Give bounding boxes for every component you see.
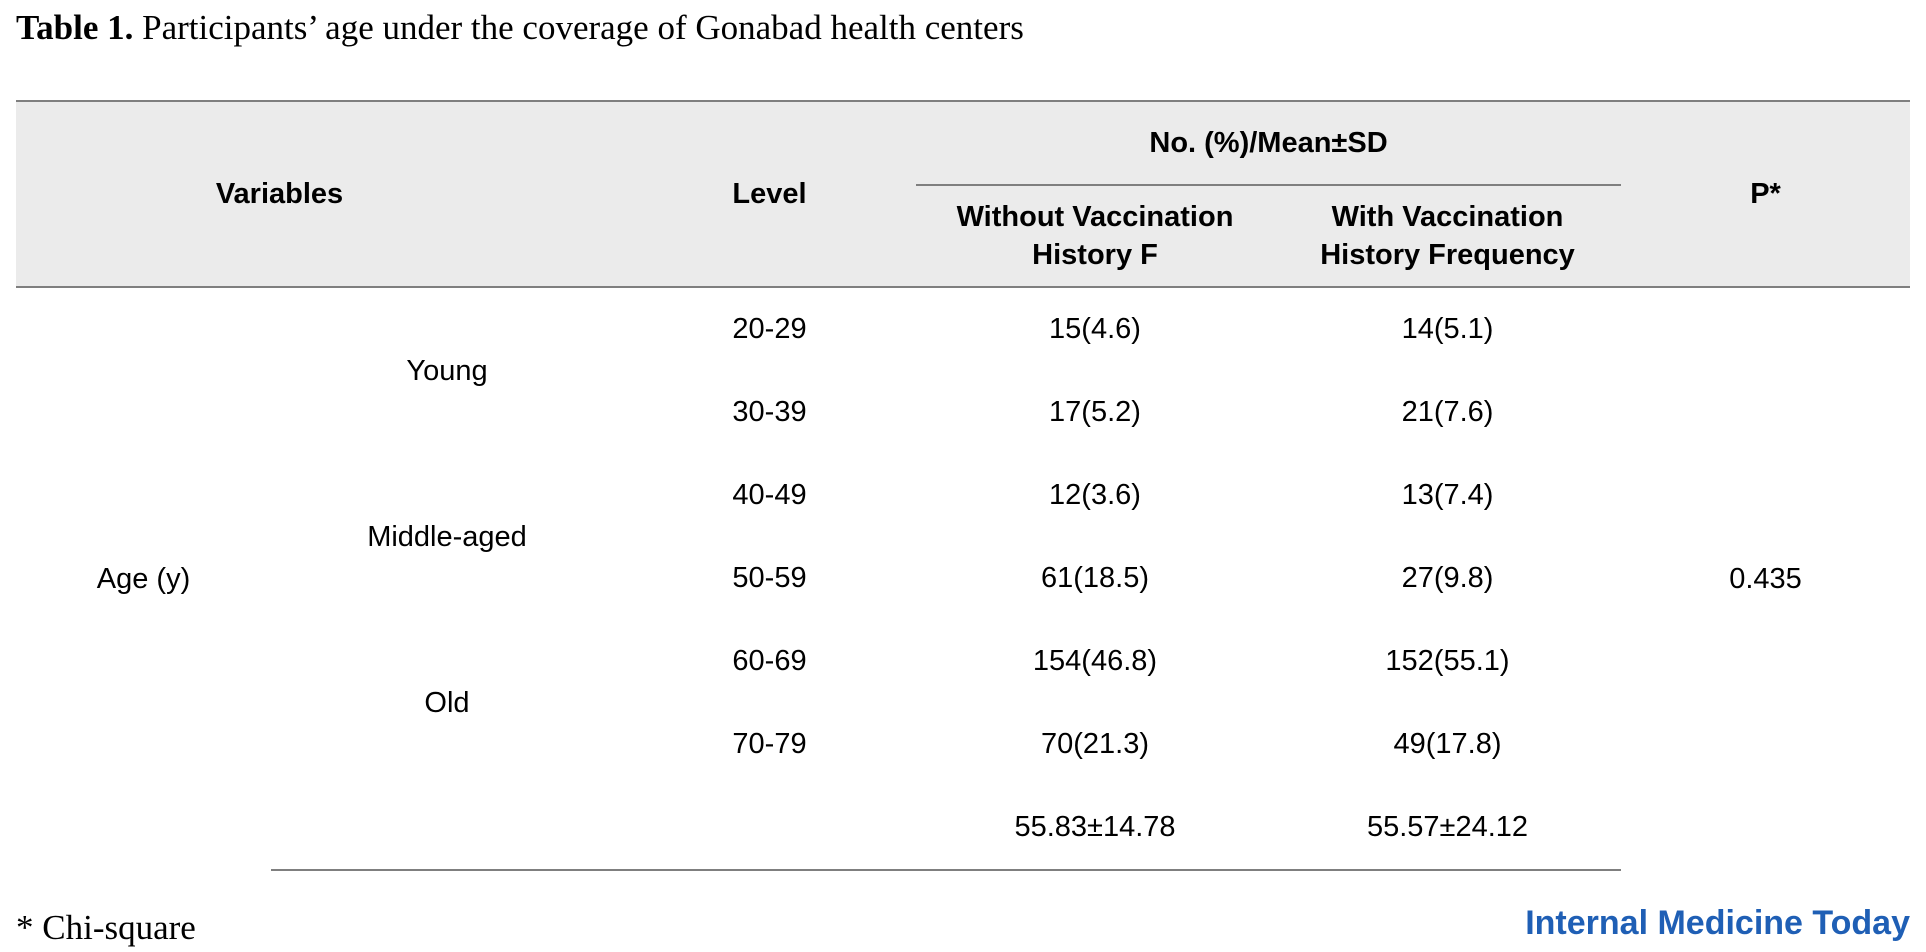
- level-cell: 50-59: [732, 562, 807, 594]
- table-row-summary: 55.83±14.78 55.57±24.12: [16, 786, 1910, 871]
- with-mean-cell: 55.57±24.12: [1274, 786, 1622, 871]
- without-cell: 70(21.3): [1040, 728, 1149, 760]
- group-middle-aged: Middle-aged: [367, 520, 527, 553]
- without-cell: 15(4.6): [1049, 313, 1141, 345]
- header-group: No. (%)/Mean±SD: [916, 100, 1622, 186]
- p-value-cell: 0.435: [1729, 562, 1802, 595]
- header-without-line2: History F: [1032, 239, 1158, 271]
- level-cell: 60-69: [732, 645, 807, 677]
- with-cell: 152(55.1): [1385, 645, 1510, 677]
- group-old: Old: [424, 686, 470, 719]
- table-row: Middle-aged 40-49 12(3.6) 13(7.4): [16, 454, 1910, 553]
- journal-logo: Internal Medicine Today: [1525, 904, 1910, 942]
- without-cell: 17(5.2): [1049, 396, 1141, 428]
- with-cell: 13(7.4): [1401, 479, 1494, 511]
- caption-label: Table 1.: [16, 8, 134, 47]
- header-with-line2: History Frequency: [1320, 239, 1575, 271]
- group-young: Young: [406, 354, 488, 387]
- table-row: 50-59 61(18.5) 27(9.8): [16, 537, 1910, 620]
- header-without-vaccination: Without Vaccination History F: [916, 185, 1274, 288]
- table-row: Age (y) Young 20-29 15(4.6) 14(5.1) 0.43…: [16, 287, 1910, 595]
- with-cell: 14(5.1): [1401, 313, 1494, 345]
- without-cell: 61(18.5): [1040, 562, 1149, 594]
- table-row: 30-39 17(5.2) 21(7.6): [16, 371, 1910, 454]
- header-with-vaccination: With Vaccination History Frequency: [1274, 185, 1622, 288]
- level-cell: 30-39: [732, 396, 807, 428]
- data-table-container: Variables Level No. (%)/Mean±SD P* Witho…: [16, 100, 1911, 871]
- header-p: P*: [1621, 100, 1911, 288]
- footnote: * Chi-square: [16, 908, 196, 947]
- without-cell: 12(3.6): [1049, 479, 1141, 511]
- table-caption: Table 1. Participants’ age under the cov…: [16, 8, 1024, 48]
- group-empty: [271, 786, 623, 871]
- level-cell: 20-29: [732, 313, 807, 345]
- table-row: 70-79 70(21.3) 49(17.8): [16, 703, 1910, 786]
- table-row: Old 60-69 154(46.8) 152(55.1): [16, 620, 1910, 719]
- with-cell: 27(9.8): [1401, 562, 1494, 594]
- header-with-line1: With Vaccination: [1331, 200, 1564, 233]
- variable-cell: Age (y): [96, 562, 191, 595]
- header-variables: Variables: [16, 100, 623, 288]
- caption-text: Participants’ age under the coverage of …: [142, 8, 1024, 47]
- age-table: Variables Level No. (%)/Mean±SD P* Witho…: [16, 100, 1911, 871]
- header-without-line1: Without Vaccination: [956, 200, 1234, 233]
- level-cell: 70-79: [732, 728, 807, 760]
- level-cell: [623, 786, 916, 871]
- header-level: Level: [623, 100, 916, 288]
- with-cell: 21(7.6): [1401, 396, 1494, 428]
- without-cell: 154(46.8): [1032, 645, 1158, 677]
- without-mean-cell: 55.83±14.78: [916, 786, 1274, 871]
- level-cell: 40-49: [732, 479, 807, 511]
- with-cell: 49(17.8): [1393, 728, 1502, 760]
